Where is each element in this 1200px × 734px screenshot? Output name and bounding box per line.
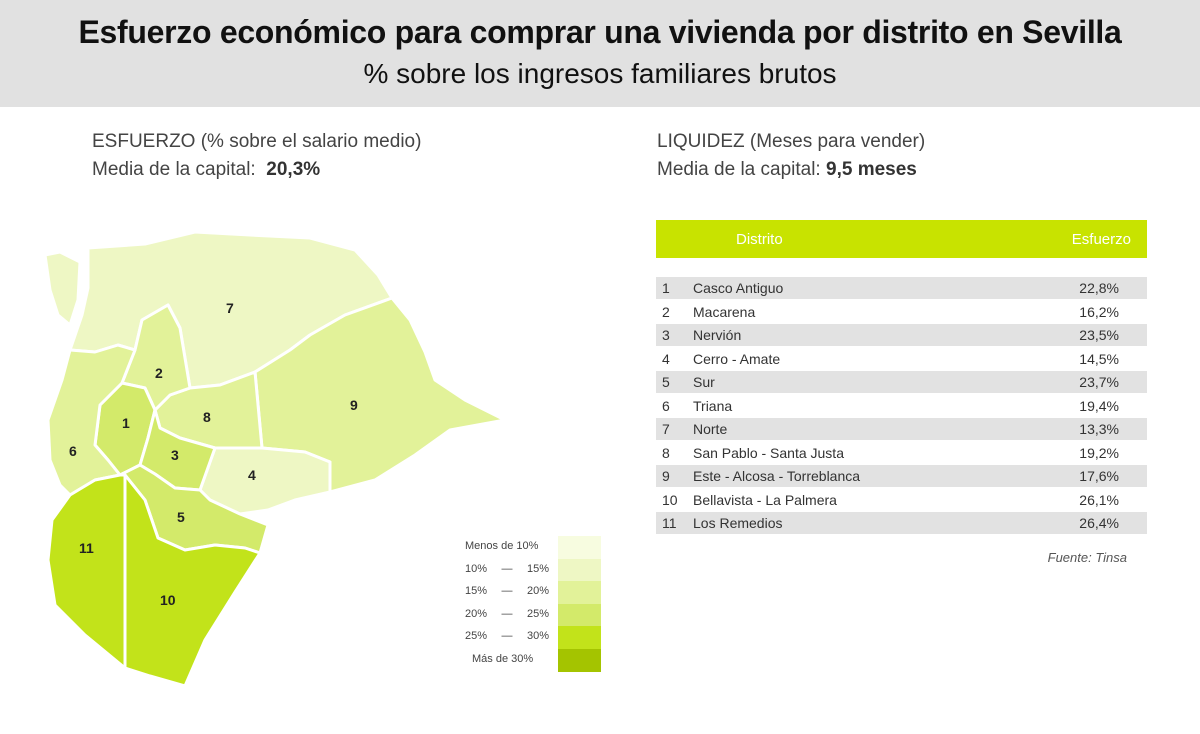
legend-label: 20% —25%: [465, 607, 550, 620]
liquidity-average: Media de la capital: 9,5 meses: [657, 156, 925, 184]
row-effort: 17,6%: [1079, 468, 1119, 484]
district-6-triana[interactable]: [46, 343, 137, 497]
river-island: [43, 250, 82, 327]
row-district: Sur: [693, 374, 715, 390]
row-effort: 26,1%: [1079, 491, 1119, 508]
effort-summary: ESFUERZO (% sobre el salario medio) Medi…: [92, 128, 421, 184]
legend-label: Más de 30%: [472, 652, 534, 665]
row-district: Este - Alcosa - Torreblanca: [693, 468, 861, 484]
table-row: 4 Cerro - Amate 14,5%: [656, 348, 1147, 370]
table-row: 2 Macarena 16,2%: [656, 301, 1147, 323]
legend-item: Más de 30%: [460, 648, 605, 672]
header-band: Esfuerzo económico para comprar una vivi…: [0, 0, 1200, 107]
effort-heading: ESFUERZO (% sobre el salario medio): [92, 131, 422, 152]
district-table: 1 Casco Antiguo 22,8% 2 Macarena 16,2% 3 Nervió…: [656, 277, 1147, 536]
column-header-effort: Esfuerzo: [1071, 231, 1131, 248]
district-10-label: 10: [160, 592, 176, 608]
row-effort: 26,4%: [1079, 515, 1119, 531]
table-row: 10 Bellavista - La Palmera 26,1%: [656, 489, 1147, 511]
legend-swatch: [558, 536, 601, 559]
row-number: 4: [662, 350, 670, 367]
row-effort: 14,5%: [1079, 350, 1119, 367]
liquidity-average-value: 9,5 meses: [826, 159, 917, 180]
row-district: Nervión: [693, 327, 742, 343]
row-number: 5: [662, 374, 670, 390]
source-note: Fuente: Tinsa: [1047, 550, 1127, 565]
row-district: Bellavista - La Palmera: [693, 491, 837, 508]
effort-average-value: 20,3%: [266, 159, 321, 180]
row-effort: 19,4%: [1079, 397, 1119, 414]
row-effort: 16,2%: [1079, 303, 1119, 320]
row-number: 3: [662, 327, 670, 343]
legend-item: 15% —20%: [460, 581, 605, 604]
legend-swatch: [558, 558, 601, 582]
table-row: 3 Nervión 23,5%: [656, 324, 1147, 346]
table-row: 8 San Pablo - Santa Justa 19,2%: [656, 442, 1147, 464]
row-number: 11: [662, 515, 677, 531]
district-map: 1 2 3 4 5 6 7 8 9 10 11: [43, 230, 507, 688]
legend-item: 10% —15%: [460, 558, 605, 582]
district-8-label: 8: [203, 409, 211, 425]
row-district: Macarena: [693, 303, 756, 320]
row-effort: 23,5%: [1079, 327, 1119, 343]
district-2-label: 2: [155, 365, 163, 381]
row-district: Cerro - Amate: [693, 350, 781, 367]
row-district: Casco Antiguo: [693, 280, 784, 296]
row-number: 8: [662, 444, 670, 461]
district-9-este[interactable]: [253, 296, 507, 494]
legend-swatch: [558, 581, 601, 604]
liquidity-average-label: Media de la capital:: [657, 159, 821, 180]
table-header: Distrito Esfuerzo: [656, 220, 1147, 258]
table-row: 6 Triana 19,4%: [656, 395, 1147, 417]
district-1-label: 1: [122, 415, 130, 431]
row-number: 1: [662, 280, 670, 296]
row-district: Norte: [693, 421, 728, 437]
row-number: 6: [662, 397, 670, 414]
effort-average: Media de la capital: 20,3%: [92, 156, 421, 184]
row-district: Los Remedios: [693, 515, 783, 531]
legend-swatch: [558, 603, 601, 627]
legend-item: 20% —25%: [460, 603, 605, 627]
table-row: 9 Este - Alcosa - Torreblanca 17,6%: [656, 465, 1147, 487]
row-effort: 19,2%: [1079, 444, 1119, 461]
row-number: 10: [662, 491, 678, 508]
table-row: 11 Los Remedios 26,4%: [656, 512, 1147, 534]
row-district: Triana: [693, 397, 733, 414]
row-number: 7: [662, 421, 670, 437]
legend-item: Menos de 10%: [460, 536, 605, 559]
district-5-label: 5: [177, 509, 185, 525]
legend-label: 10% —15%: [465, 562, 550, 575]
legend-label: Menos de 10%: [465, 540, 539, 552]
row-effort: 23,7%: [1079, 374, 1119, 390]
page-subtitle: % sobre los ingresos familiares brutos: [363, 58, 837, 89]
effort-average-label: Media de la capital:: [92, 159, 256, 180]
legend-label: 25% —30%: [465, 630, 550, 643]
liquidity-summary: LIQUIDEZ (Meses para vender) Media de la…: [657, 128, 925, 184]
map-legend: Menos de 10% 10% —15% 15% —20% 20% —25% 25%…: [460, 536, 605, 672]
row-district: San Pablo - Santa Justa: [693, 444, 844, 461]
legend-item: 25% —30%: [460, 626, 605, 649]
column-header-district: Distrito: [736, 231, 783, 248]
page-title: Esfuerzo económico para comprar una vivi…: [78, 14, 1122, 50]
district-9-label: 9: [350, 397, 358, 413]
district-11-label: 11: [79, 540, 94, 556]
row-effort: 22,8%: [1079, 280, 1119, 296]
legend-label: 15% —20%: [465, 585, 550, 598]
district-10-bellavista[interactable]: [123, 473, 262, 688]
district-4-label: 4: [248, 467, 256, 483]
district-7-label: 7: [226, 300, 234, 316]
liquidity-heading: LIQUIDEZ (Meses para vender): [657, 131, 926, 152]
row-number: 9: [662, 468, 670, 484]
table-row: 1 Casco Antiguo 22,8%: [656, 277, 1147, 299]
district-6-label: 6: [69, 443, 77, 459]
row-effort: 13,3%: [1079, 421, 1119, 437]
table-row: 5 Sur 23,7%: [656, 371, 1147, 393]
district-11-los-remedios[interactable]: [46, 473, 127, 670]
row-number: 2: [662, 303, 670, 320]
table-row: 7 Norte 13,3%: [656, 418, 1147, 440]
legend-swatch: [558, 648, 601, 672]
legend-swatch: [558, 626, 601, 649]
district-3-label: 3: [171, 447, 179, 463]
